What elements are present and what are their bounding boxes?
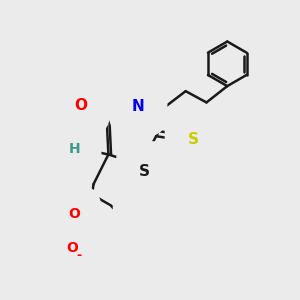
Text: -: - [76, 250, 81, 262]
Text: N: N [132, 99, 145, 114]
Text: O: O [74, 98, 87, 113]
Text: O: O [66, 241, 78, 255]
Text: H: H [69, 142, 81, 155]
Text: O: O [68, 207, 80, 221]
Text: +: + [92, 218, 101, 228]
Text: S: S [188, 132, 199, 147]
Text: S: S [139, 164, 150, 179]
Text: N: N [85, 224, 96, 238]
